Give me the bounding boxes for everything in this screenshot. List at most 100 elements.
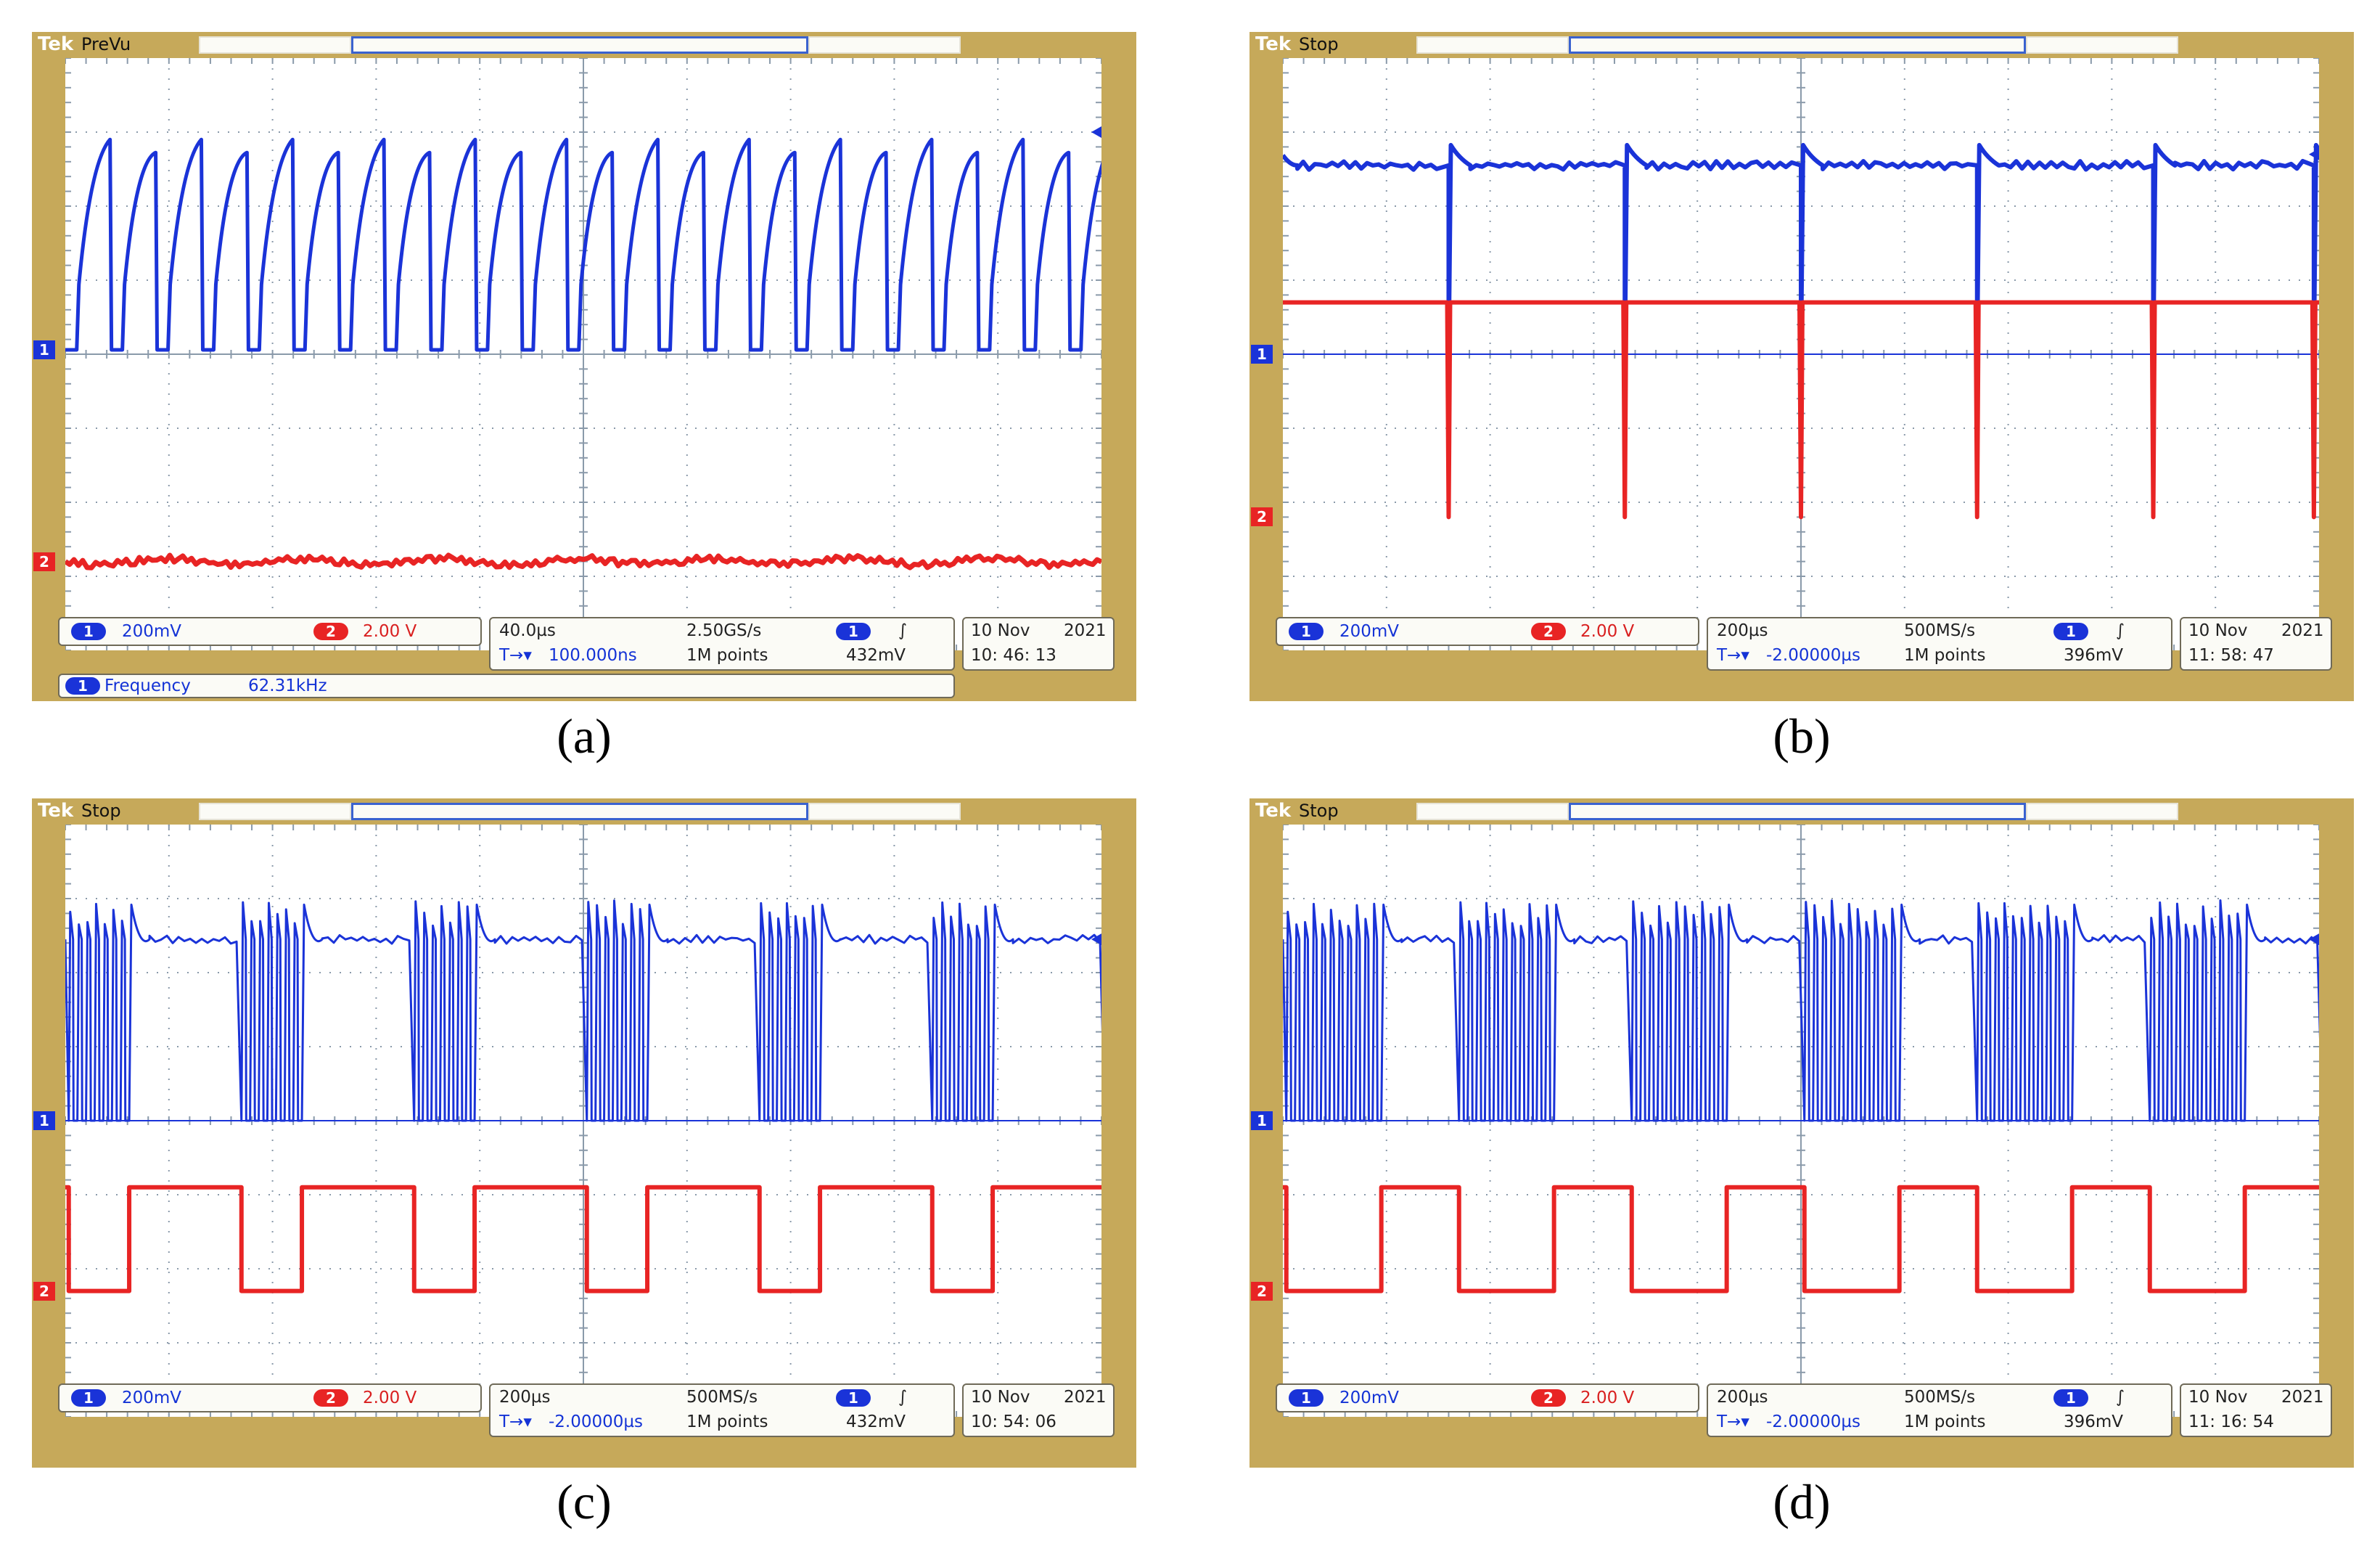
scope-top-bar: Tek Stop T xyxy=(1250,32,2354,84)
ch2-badge: 2 xyxy=(313,1389,348,1407)
record-length: 1M points xyxy=(686,1412,768,1431)
brand-logo: Tek xyxy=(1255,800,1292,822)
ch2-waveform xyxy=(65,552,1101,571)
year: 2021 xyxy=(2281,1388,2324,1407)
time: 10: 54: 06 xyxy=(971,1412,1056,1431)
ch1-ground-marker[interactable]: 1 xyxy=(1251,1111,1273,1130)
trigger-position-prefix: T→▾ xyxy=(1717,646,1749,665)
ch1-ground-marker[interactable]: 1 xyxy=(1251,345,1273,364)
trigger-level: 396mV xyxy=(2064,1412,2124,1431)
caption-b: (b) xyxy=(1773,708,1831,764)
ch1-badge: 1 xyxy=(71,1389,106,1407)
ch1-ground-marker[interactable]: 1 xyxy=(33,340,55,359)
trigger-position-prefix: T→▾ xyxy=(1717,1412,1749,1431)
waveform-graticule xyxy=(65,58,1101,650)
record-view-right xyxy=(808,36,961,54)
datetime-box: 10 Nov 2021 11: 16: 54 xyxy=(2180,1383,2332,1437)
year: 2021 xyxy=(1064,1388,1107,1407)
ch2-ground-marker[interactable]: 2 xyxy=(33,552,55,571)
date: 10 Nov xyxy=(971,1388,1030,1407)
record-view-left xyxy=(1416,803,1569,820)
ch1-badge: 1 xyxy=(71,623,106,640)
waveform-graticule xyxy=(65,825,1101,1417)
trigger-level-arrow xyxy=(1091,933,1101,946)
ch2-ground-marker[interactable]: 2 xyxy=(1251,507,1273,527)
trigger-level: 396mV xyxy=(2064,646,2124,665)
trigger-level-arrow xyxy=(2309,148,2319,160)
ch2-scale: 2.00 V xyxy=(1580,622,1635,641)
datetime-box: 10 Nov 2021 10: 46: 13 xyxy=(962,617,1115,671)
sample-rate: 500MS/s xyxy=(1904,1388,1976,1407)
record-view-window xyxy=(1569,803,2026,820)
timebase-box[interactable]: 200µs 500MS/s 1 ∫ T→▾ -2.00000µs 1M poin… xyxy=(1707,617,2172,671)
ch2-scale: 2.00 V xyxy=(1580,1389,1635,1407)
record-length: 1M points xyxy=(1904,1412,1986,1431)
acquisition-status: Stop xyxy=(1299,34,1339,54)
ch2-ground-marker[interactable]: 2 xyxy=(1251,1281,1273,1301)
trigger-position-prefix: T→▾ xyxy=(499,1412,532,1431)
timebase-value: 40.0µs xyxy=(499,621,556,640)
scope-panel-a: Tek PreVu T 1 2 1 200mV 2 2.00 V 40.0µs … xyxy=(32,32,1136,701)
ch2-scale: 2.00 V xyxy=(363,1389,417,1407)
scope-top-bar: Tek Stop T xyxy=(32,798,1136,851)
caption-d: (d) xyxy=(1773,1474,1831,1529)
date: 10 Nov xyxy=(971,621,1030,640)
year: 2021 xyxy=(2281,621,2324,640)
ch1-waveform xyxy=(65,137,1101,352)
time: 11: 16: 54 xyxy=(2188,1412,2274,1431)
ch2-ground-marker[interactable]: 2 xyxy=(33,1281,55,1301)
channel-scale-box[interactable]: 1 200mV 2 2.00 V xyxy=(58,1383,482,1412)
record-length: 1M points xyxy=(686,646,768,665)
ch1-ground-marker[interactable]: 1 xyxy=(33,1111,55,1130)
channel-scale-box[interactable]: 1 200mV 2 2.00 V xyxy=(58,617,482,646)
acquisition-status: PreVu xyxy=(81,34,131,54)
trigger-position-prefix: T→▾ xyxy=(499,646,532,665)
sample-rate: 500MS/s xyxy=(1904,621,1976,640)
brand-logo: Tek xyxy=(1255,33,1292,55)
trigger-position: 100.000ns xyxy=(549,646,637,665)
ch2-badge: 2 xyxy=(1531,623,1566,640)
ch1-waveform xyxy=(1283,142,2319,356)
channel-scale-box[interactable]: 1 200mV 2 2.00 V xyxy=(1276,1383,1699,1412)
trigger-position: -2.00000µs xyxy=(549,1412,644,1431)
sample-rate: 500MS/s xyxy=(686,1388,758,1407)
brand-logo: Tek xyxy=(38,800,74,822)
ch2-waveform xyxy=(65,1185,1101,1293)
timebase-box[interactable]: 200µs 500MS/s 1 ∫ T→▾ -2.00000µs 1M poin… xyxy=(1707,1383,2172,1437)
channel-scale-box[interactable]: 1 200mV 2 2.00 V xyxy=(1276,617,1699,646)
record-view-left xyxy=(199,803,351,820)
acquisition-status: Stop xyxy=(81,801,121,821)
time: 11: 58: 47 xyxy=(2188,646,2274,665)
ch1-scale: 200mV xyxy=(1339,622,1400,641)
scope-panel-b: Tek Stop T 1 2 1 200mV 2 2.00 V 200µs 50… xyxy=(1250,32,2354,701)
record-length: 1M points xyxy=(1904,646,1986,665)
timebase-box[interactable]: 40.0µs 2.50GS/s 1 ∫ T→▾ 100.000ns 1M poi… xyxy=(489,617,955,671)
year: 2021 xyxy=(1064,621,1107,640)
trigger-source-badge: 1 xyxy=(2053,623,2088,640)
ch1-scale: 200mV xyxy=(122,1389,182,1407)
record-view-window xyxy=(351,36,808,54)
scope-top-bar: Tek PreVu T xyxy=(32,32,1136,84)
measurement-source-badge: 1 xyxy=(65,677,100,695)
datetime-box: 10 Nov 2021 10: 54: 06 xyxy=(962,1383,1115,1437)
scope-panel-c: Tek Stop T 1 2 1 200mV 2 2.00 V 200µs 50… xyxy=(32,798,1136,1468)
measurement-label: Frequency xyxy=(104,676,191,695)
trigger-slope-icon: ∫ xyxy=(2116,1388,2125,1407)
measurement-box[interactable]: 1 Frequency 62.31kHz xyxy=(58,674,955,698)
caption-c: (c) xyxy=(557,1474,612,1529)
ch1-scale: 200mV xyxy=(1339,1389,1400,1407)
caption-a: (a) xyxy=(557,708,612,764)
trigger-source-badge: 1 xyxy=(2053,1389,2088,1407)
date: 10 Nov xyxy=(2188,621,2248,640)
trigger-source-badge: 1 xyxy=(836,623,871,640)
measurement-value: 62.31kHz xyxy=(248,676,327,695)
ch2-badge: 2 xyxy=(1531,1389,1566,1407)
record-view-left xyxy=(199,36,351,54)
scope-top-bar: Tek Stop T xyxy=(1250,798,2354,851)
trigger-slope-icon: ∫ xyxy=(898,621,907,640)
timebase-box[interactable]: 200µs 500MS/s 1 ∫ T→▾ -2.00000µs 1M poin… xyxy=(489,1383,955,1437)
datetime-box: 10 Nov 2021 11: 58: 47 xyxy=(2180,617,2332,671)
waveform-graticule xyxy=(1283,825,2319,1417)
record-view-right xyxy=(808,803,961,820)
trigger-slope-icon: ∫ xyxy=(2116,621,2125,640)
